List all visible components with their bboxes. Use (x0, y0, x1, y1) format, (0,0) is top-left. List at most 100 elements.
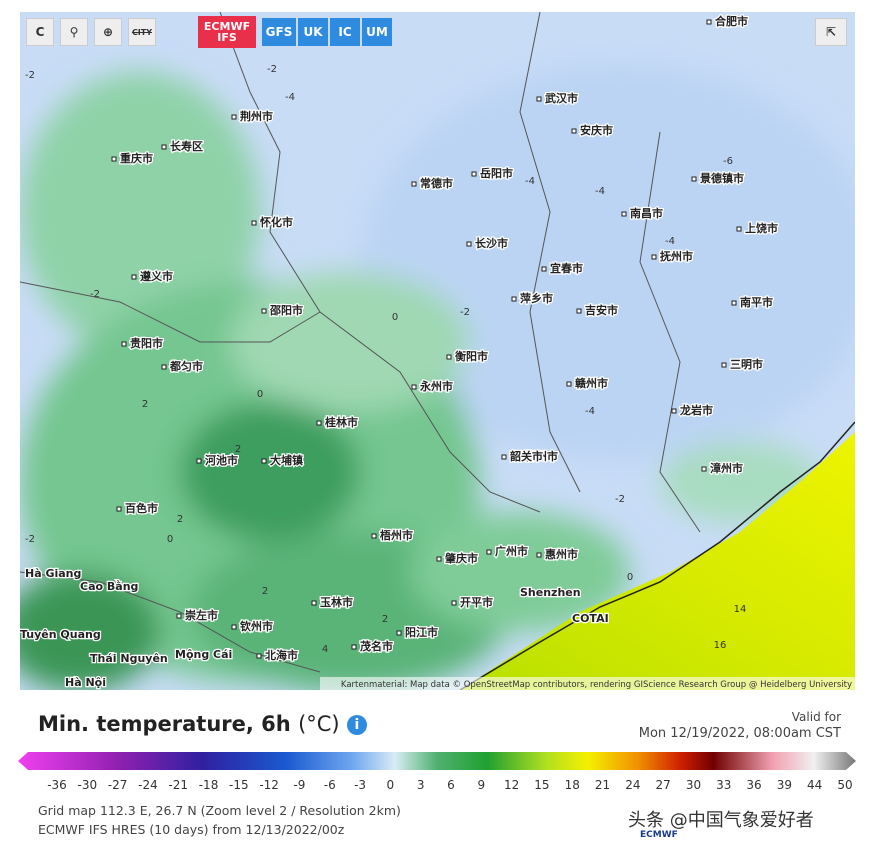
legend-tick: 36 (746, 778, 762, 792)
city-dot (541, 266, 547, 272)
city-label: 南昌市 (630, 206, 663, 220)
refresh-button[interactable]: C (26, 18, 54, 46)
contour-label: -2 (460, 307, 470, 318)
contour-label: 4 (322, 644, 328, 655)
city-dot (131, 274, 137, 280)
city-dot (411, 384, 417, 390)
city-dot (316, 420, 322, 426)
temperature-field (20, 62, 855, 690)
city-dot (566, 381, 572, 387)
city-dot (721, 362, 727, 368)
contour-label: -2 (25, 534, 35, 545)
city-label: 合肥市 (715, 14, 748, 28)
contour-label: 16 (714, 640, 727, 651)
legend-bar (18, 752, 856, 770)
city-dot (446, 354, 452, 360)
legend-tick: 18 (564, 778, 580, 792)
city-dot (571, 128, 577, 134)
city-dot (621, 211, 627, 217)
city-label: 钦州市 (240, 619, 273, 633)
share-button[interactable]: ⇱ (815, 18, 847, 46)
city-dot (176, 613, 182, 619)
ecmwf-button[interactable]: ECMWF IFS (198, 16, 256, 48)
city-label: 三明市 (730, 357, 763, 371)
legend-tick: 27 (655, 778, 671, 792)
legend-tick: 24 (625, 778, 641, 792)
legend-tick: -18 (198, 778, 219, 792)
model-button[interactable]: UM (362, 18, 392, 46)
city-label: 邵阳市 (269, 303, 303, 317)
contour-label: 0 (392, 312, 398, 323)
legend-tick: 30 (685, 778, 702, 792)
legend-tick: 6 (447, 778, 455, 792)
model-button[interactable]: GFS (262, 18, 296, 46)
city-dot (706, 19, 712, 25)
city-dot (251, 220, 257, 226)
model-button[interactable]: UK (298, 18, 328, 46)
ecmwf-label: ECMWF (203, 20, 251, 33)
city-label: 龙岩市 (679, 403, 713, 417)
city-dot (371, 533, 377, 539)
city-dot (736, 226, 742, 232)
city-label: 桂林市 (324, 415, 358, 429)
model-button[interactable]: IC (330, 18, 360, 46)
contour-label: 0 (167, 534, 173, 545)
legend-tick: -27 (107, 778, 128, 792)
place-label: Hà Giang (25, 567, 81, 580)
city-dot (396, 630, 402, 636)
place-label: Hà Nội (65, 676, 106, 689)
city-label: 安庆市 (580, 123, 613, 137)
pin-button[interactable]: ⚲ (60, 18, 88, 46)
coastline (459, 421, 855, 690)
contour-label: -4 (585, 406, 595, 417)
watermark: 头条 @中国气象爱好者 (628, 810, 814, 831)
contour-label: -2 (25, 70, 35, 81)
zoom-button[interactable]: ⊕ (94, 18, 122, 46)
legend-tick: -3 (354, 778, 367, 792)
city-dot (651, 254, 657, 260)
contour-label: 2 (262, 586, 268, 597)
city-dot (511, 296, 517, 302)
city-label: 荆州市 (240, 109, 273, 123)
city-label: 南平市 (740, 295, 773, 309)
map[interactable]: Kartenmaterial: Map data © OpenStreetMap… (20, 12, 855, 690)
city-label: 阳江市 (405, 625, 438, 639)
contour-label: 0 (627, 572, 633, 583)
city-label: 宜春市 (550, 261, 583, 275)
contour-label: 2 (382, 614, 388, 625)
city-dot (471, 171, 477, 177)
city-label: 韶关市 (510, 449, 543, 463)
city-dot (731, 300, 737, 306)
legend-tick: -12 (259, 778, 279, 792)
city-label: 广州市 (495, 544, 528, 558)
model-info: ECMWF IFS HRES (10 days) from 12/13/2022… (38, 822, 345, 837)
city-label: 茂名市 (360, 639, 393, 653)
place-label: Tuyên Quang (20, 628, 101, 641)
city-label: 常德市 (420, 176, 453, 190)
contour-label: 2 (177, 514, 183, 525)
city-label: 上饶市 (745, 221, 778, 235)
legend-tick: 39 (776, 778, 793, 792)
city-toggle[interactable]: CITY (128, 18, 156, 46)
city-label: 开平市 (460, 595, 493, 609)
title-text: Min. temperature, 6h (38, 712, 291, 736)
place-label: Thái Nguyên (90, 652, 168, 665)
place-label: Shenzhen (520, 586, 581, 599)
contour-label: -4 (285, 92, 295, 103)
city-dot (451, 600, 457, 606)
city-label: 惠州市 (545, 547, 578, 561)
city-label: 景德镇市 (699, 171, 744, 185)
city-dot (231, 114, 237, 120)
legend-tick: 21 (594, 778, 611, 792)
city-dot (256, 653, 262, 659)
city-dot (231, 624, 237, 630)
place-label: COTAI (572, 612, 609, 625)
city-label: 贵阳市 (130, 336, 163, 350)
valid-time: Mon 12/19/2022, 08:00am CST (638, 726, 841, 741)
city-dot (261, 308, 267, 314)
city-dot (311, 600, 317, 606)
legend-tick: 3 (416, 778, 425, 792)
city-label: 肇庆市 (444, 551, 478, 565)
city-label: 河池市 (205, 453, 238, 467)
